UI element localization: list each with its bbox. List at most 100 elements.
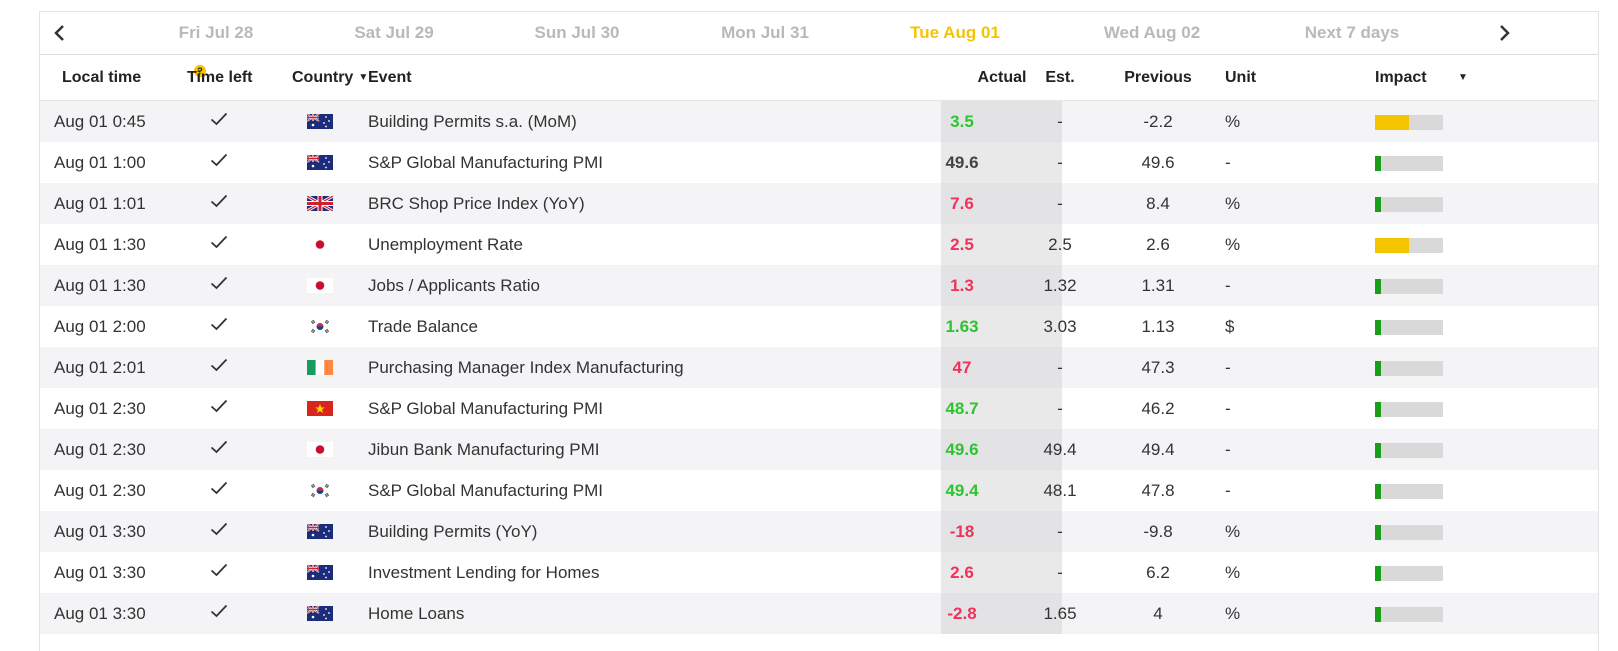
actual-column-highlight <box>941 388 1062 429</box>
check-icon <box>210 563 228 582</box>
check-icon <box>210 440 228 459</box>
actual-value: 7.6 <box>950 194 974 213</box>
table-row[interactable]: Aug 01 1:30 Jobs / Applicants Ratio 1.3 1.3… <box>40 265 1598 306</box>
previous-value: 1.31 <box>1141 276 1175 295</box>
previous-value: 46.2 <box>1141 399 1175 418</box>
check-icon <box>210 317 228 336</box>
actual-column-highlight <box>941 470 1062 511</box>
local-time: Aug 01 2:01 <box>54 358 146 377</box>
south-korea-flag-icon <box>307 319 333 334</box>
date-tab-6[interactable]: Next 7 days <box>1304 23 1400 42</box>
event-name[interactable]: Jobs / Applicants Ratio <box>368 276 540 295</box>
impact-bar <box>1375 197 1443 212</box>
event-name[interactable]: Trade Balance <box>368 317 478 336</box>
col-country-label: Country <box>292 69 354 86</box>
col-actual[interactable]: Actual <box>977 69 1027 86</box>
actual-value: 47 <box>952 358 972 377</box>
table-row[interactable]: Aug 01 2:30 S&P Global Manufacturing PMI 4… <box>40 388 1598 429</box>
uk-flag-icon <box>306 194 334 213</box>
date-tab-3[interactable]: Mon Jul 31 <box>721 23 809 42</box>
previous-value: 1.13 <box>1141 317 1175 336</box>
table-row[interactable]: Aug 01 3:30 Building Permits (YoY) -18 - -9.… <box>40 511 1598 552</box>
estimate-value: 49.4 <box>1043 440 1077 459</box>
date-tab-4[interactable]: Tue Aug 01 <box>910 23 1000 42</box>
col-unit[interactable]: Unit <box>1225 69 1257 86</box>
check-icon <box>210 112 228 131</box>
actual-column-highlight <box>941 142 1062 183</box>
actual-value: 1.3 <box>950 276 974 295</box>
event-name[interactable]: Building Permits (YoY) <box>368 522 538 541</box>
unit-value: - <box>1225 153 1231 172</box>
table-row[interactable]: Aug 01 2:30 S&P Global Manufacturing PMI 4… <box>40 470 1598 511</box>
date-tab-5[interactable]: Wed Aug 02 <box>1103 23 1201 42</box>
table-row[interactable]: Aug 01 1:30 Unemployment Rate 2.5 2.5 2.6% <box>40 224 1598 265</box>
local-time: Aug 01 2:30 <box>54 440 146 459</box>
previous-value: 8.4 <box>1146 194 1170 213</box>
impact-bar <box>1375 566 1443 581</box>
actual-value: 2.6 <box>950 563 974 582</box>
local-time: Aug 01 2:30 <box>54 399 146 418</box>
impact-bar <box>1375 484 1443 499</box>
impact-bar <box>1375 279 1443 294</box>
event-name[interactable]: S&P Global Manufacturing PMI <box>368 481 603 500</box>
estimate-value: - <box>1057 112 1063 131</box>
unit-value: % <box>1225 563 1241 582</box>
japan-flag-icon <box>307 278 333 293</box>
event-name[interactable]: Building Permits s.a. (MoM) <box>368 112 577 131</box>
estimate-value: - <box>1057 194 1063 213</box>
impact-bar <box>1375 525 1443 540</box>
unit-value: - <box>1225 440 1231 459</box>
event-name[interactable]: Unemployment Rate <box>368 235 523 254</box>
table-row[interactable]: Aug 01 2:01 Purchasing Manager Index Manu… <box>40 347 1598 388</box>
event-name[interactable]: Purchasing Manager Index Manufacturing <box>368 358 684 377</box>
col-previous[interactable]: Previous <box>1124 69 1192 86</box>
chevron-right-icon <box>1500 25 1510 41</box>
actual-column-highlight <box>941 511 1062 552</box>
help-icon[interactable]: ? <box>194 65 206 77</box>
event-name[interactable]: S&P Global Manufacturing PMI <box>368 153 603 172</box>
local-time: Aug 01 3:30 <box>54 522 146 541</box>
actual-value: 48.7 <box>945 399 979 418</box>
events-table-body: Aug 01 0:45 Building Permits s.a. (MoM) 3.… <box>40 101 1598 634</box>
table-row[interactable]: Aug 01 3:30 Investment Lending for Homes 2… <box>40 552 1598 593</box>
next-days-button[interactable] <box>1498 12 1528 54</box>
previous-value: -9.8 <box>1143 522 1173 541</box>
col-local-time[interactable]: Local time <box>62 69 142 86</box>
date-tab-2[interactable]: Sun Jul 30 <box>534 23 620 42</box>
table-row[interactable]: Aug 01 1:00 S&P Global Manufacturing PMI 4… <box>40 142 1598 183</box>
estimate-value: - <box>1057 153 1063 172</box>
estimate-value: 1.65 <box>1043 604 1077 623</box>
local-time: Aug 01 3:30 <box>54 604 146 623</box>
table-row[interactable]: Aug 01 2:00 Trade Balance 1.63 3.03 1.13 $ <box>40 306 1598 347</box>
unit-value: % <box>1225 522 1241 541</box>
table-row[interactable]: Aug 01 0:45 Building Permits s.a. (MoM) 3.… <box>40 101 1598 142</box>
event-name[interactable]: Home Loans <box>368 604 465 623</box>
actual-value: 3.5 <box>950 112 974 131</box>
country-filter-caret-icon[interactable]: ▼ <box>358 72 369 83</box>
event-name[interactable]: S&P Global Manufacturing PMI <box>368 399 603 418</box>
impact-filter-caret-icon[interactable]: ▼ <box>1458 72 1468 83</box>
col-event[interactable]: Event <box>368 69 412 86</box>
event-name[interactable]: Investment Lending for Homes <box>368 563 600 582</box>
chevron-left-icon <box>54 25 64 41</box>
previous-value: 47.8 <box>1141 481 1175 500</box>
check-icon <box>210 276 228 295</box>
col-est[interactable]: Est. <box>1045 69 1075 86</box>
local-time: Aug 01 1:30 <box>54 235 146 254</box>
check-icon <box>210 358 228 377</box>
event-name[interactable]: BRC Shop Price Index (YoY) <box>368 194 585 213</box>
table-row[interactable]: Aug 01 2:30 Jibun Bank Manufacturing PMI 4… <box>40 429 1598 470</box>
col-country[interactable]: Country ▼ <box>292 55 368 100</box>
actual-column-highlight <box>941 224 1062 265</box>
check-icon <box>210 399 228 418</box>
table-row[interactable]: Aug 01 1:01 BRC Shop Price Index (YoY) 7.6… <box>40 183 1598 224</box>
table-row[interactable]: Aug 01 3:30 Home Loans -2.8 1.65 4% <box>40 593 1598 634</box>
actual-value: 49.6 <box>945 153 979 172</box>
col-impact[interactable]: Impact <box>1375 69 1427 86</box>
col-time-left[interactable]: Time left <box>187 69 253 86</box>
unit-value: - <box>1225 481 1231 500</box>
date-tab-1[interactable]: Sat Jul 29 <box>354 23 434 42</box>
date-tab-0[interactable]: Fri Jul 28 <box>178 23 254 42</box>
event-name[interactable]: Jibun Bank Manufacturing PMI <box>368 440 600 459</box>
prev-days-button[interactable] <box>52 12 82 54</box>
